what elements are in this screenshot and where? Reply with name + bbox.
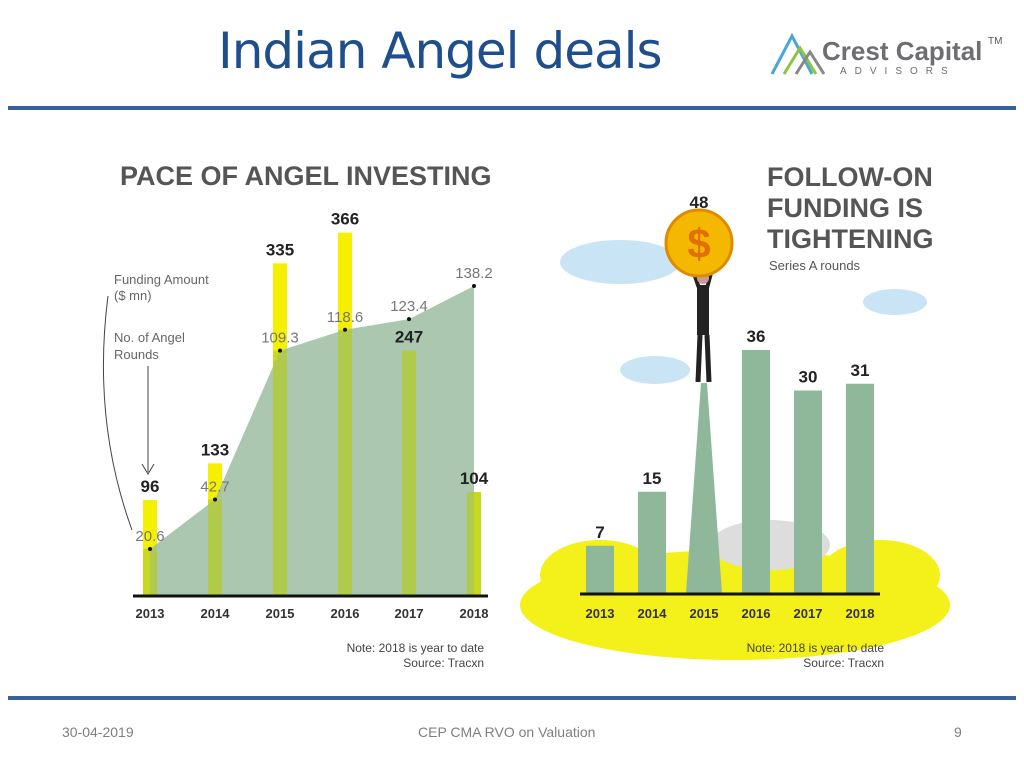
funding-area — [150, 285, 474, 595]
left-chart-title: PACE OF ANGEL INVESTING — [120, 161, 492, 191]
bar-2015 — [686, 383, 722, 593]
legend-funding-unit: ($ mn) — [114, 288, 152, 303]
right-note: Note: 2018 is year to date — [747, 641, 885, 655]
logo-subtext: ADVISORS — [840, 66, 956, 77]
logo-triangle-icon — [782, 45, 818, 75]
logo-triangle-icon — [794, 49, 826, 75]
left-note: Note: 2018 is year to date — [347, 641, 485, 655]
crest-capital-logo: Crest Capital ADVISORS TM — [770, 32, 1002, 77]
x-tick-label: 2013 — [136, 606, 165, 621]
x-tick-label: 2014 — [201, 606, 231, 621]
right-title-3: TIGHTENING — [767, 224, 934, 254]
rounds-bar-overlap — [402, 350, 416, 595]
rounds-label: 96 — [141, 477, 160, 496]
man-body — [697, 285, 709, 335]
page-number: 9 — [954, 724, 962, 740]
footer-title: CEP CMA RVO on Valuation — [418, 724, 596, 740]
x-tick-label: 2018 — [846, 606, 875, 621]
bar-2013 — [586, 545, 614, 593]
bar-2017 — [794, 390, 822, 593]
bar-label: 7 — [595, 523, 604, 542]
rounds-bar-overlap — [143, 548, 157, 595]
footer-rule — [8, 696, 1016, 700]
x-tick-label: 2013 — [586, 606, 615, 621]
right-title-2: FUNDING IS — [767, 193, 923, 223]
rounds-label: 133 — [201, 440, 229, 459]
funding-point — [407, 317, 411, 322]
logo-text: Crest Capital — [822, 36, 982, 66]
cloud-icon — [863, 289, 927, 315]
funding-point — [213, 497, 217, 502]
legend-funding: Funding Amount — [114, 272, 209, 287]
rounds-bar-overlap — [208, 499, 222, 595]
x-tick-label: 2014 — [638, 606, 668, 621]
rounds-bar-overlap — [273, 350, 287, 595]
funding-point — [148, 546, 152, 551]
footer-date: 30-04-2019 — [62, 724, 134, 740]
funding-label: 123.4 — [390, 298, 428, 315]
funding-point — [278, 348, 282, 353]
funding-point — [343, 327, 347, 332]
right-source: Source: Tracxn — [803, 656, 884, 670]
bar-label: 36 — [747, 327, 766, 346]
bar-label: 30 — [799, 368, 818, 387]
cloud-icon — [620, 356, 690, 384]
coin-icon — [664, 208, 734, 278]
rounds-label: 366 — [331, 210, 359, 229]
rounds-bar-overlap — [467, 492, 481, 595]
rounds-label: 247 — [395, 327, 423, 346]
right-title-1: FOLLOW-ON — [767, 162, 933, 192]
x-tick-label: 2015 — [690, 606, 719, 621]
x-tick-label: 2017 — [794, 606, 823, 621]
right-subtitle: Series A rounds — [769, 258, 861, 273]
bar-label: 31 — [851, 361, 870, 380]
funding-label: 109.3 — [261, 330, 299, 347]
funding-label: 138.2 — [455, 265, 493, 282]
x-tick-label: 2018 — [460, 606, 489, 621]
bar-label: 48 — [690, 193, 709, 212]
dollar-icon: $ — [687, 220, 710, 267]
funding-point — [472, 283, 476, 288]
funding-label: 118.6 — [327, 309, 363, 326]
bar-2016 — [742, 350, 770, 593]
x-tick-label: 2016 — [331, 606, 360, 621]
x-tick-label: 2016 — [742, 606, 771, 621]
bar-label: 15 — [643, 469, 662, 488]
arrow-head-icon — [141, 463, 155, 475]
rounds-label: 335 — [266, 240, 294, 259]
legend-rounds-2: Rounds — [114, 347, 159, 362]
yellow-cloud-icon — [820, 540, 940, 610]
cloud-icon — [560, 240, 680, 284]
charts-image: PACE OF ANGEL INVESTING Funding Amount (… — [102, 161, 950, 670]
bar-2018 — [846, 383, 874, 593]
legend-rounds: No. of Angel — [114, 330, 185, 345]
man-holding-coin-illustration: $ — [664, 208, 734, 383]
rounds-label: 104 — [460, 469, 489, 488]
slide-title: Indian Angel deals — [218, 22, 663, 80]
x-tick-label: 2017 — [395, 606, 424, 621]
left-source: Source: Tracxn — [403, 656, 484, 670]
rounds-bar-overlap — [338, 329, 352, 595]
cloud-decorations — [520, 240, 950, 660]
funding-label: 42.7 — [200, 479, 229, 496]
funding-label: 20.6 — [135, 528, 164, 545]
logo-tm: TM — [988, 36, 1002, 47]
bar-2014 — [638, 491, 666, 593]
header-rule — [8, 106, 1016, 110]
x-tick-label: 2015 — [266, 606, 295, 621]
arrow-funding — [102, 295, 133, 531]
